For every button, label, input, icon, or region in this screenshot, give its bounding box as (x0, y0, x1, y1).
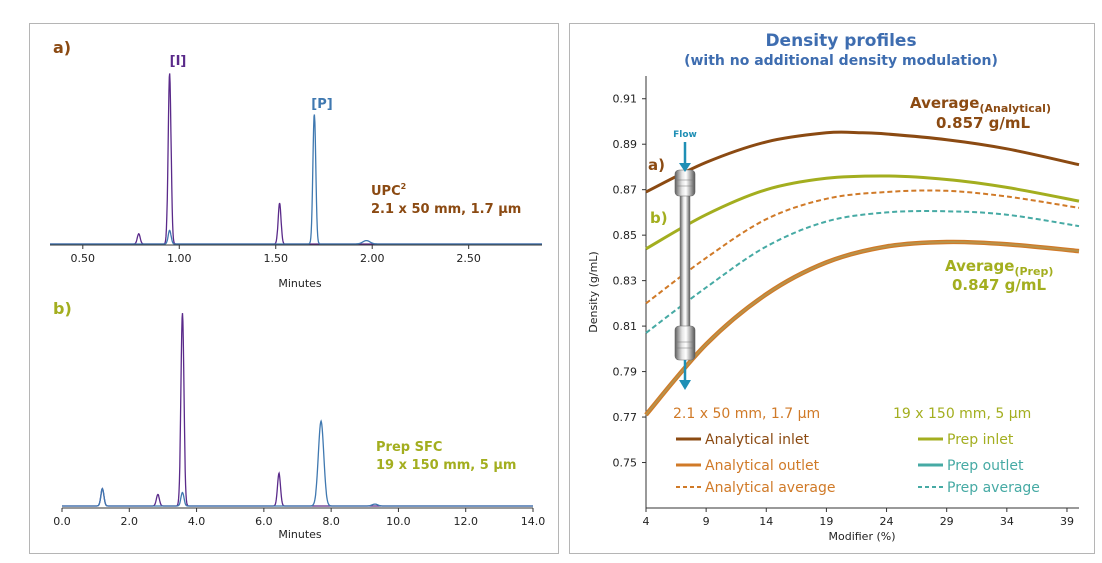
flow-label: Flow (673, 130, 697, 140)
density-figure: Density profiles (with no additional den… (587, 31, 1080, 543)
chromatogram-b-plot (62, 313, 533, 507)
density-legend: 2.1 x 50 mm, 1.7 µm 19 x 150 mm, 5 µm An… (673, 406, 1040, 496)
upc-label: UPC (371, 184, 401, 199)
chromatogram-trace-p (62, 419, 533, 507)
average-analytical-prefix: Average (910, 94, 979, 112)
x-tick-label: 24 (880, 515, 894, 528)
density-series-b-label: b) (650, 209, 668, 227)
legend-analytical-inlet: Analytical inlet (705, 432, 809, 448)
legend-analytical-average: Analytical average (705, 480, 836, 496)
y-tick-label: 0.91 (613, 93, 638, 106)
x-tick-label: 0.50 (71, 252, 96, 265)
x-tick-label: 1.00 (167, 252, 192, 265)
prep-column-label: 19 x 150 mm, 5 µm (376, 458, 516, 473)
y-tick-label: 0.79 (613, 366, 638, 379)
peak-p-label: [P] (311, 97, 332, 112)
density-xlabel: Modifier (%) (828, 530, 895, 543)
column-body (679, 194, 691, 329)
y-tick-label: 0.75 (613, 457, 638, 470)
analytical-column-label: 2.1 x 50 mm, 1.7 µm (371, 202, 521, 217)
density-chart-title: Density profiles (765, 31, 916, 51)
average-analytical-label: Average(Analytical) (910, 94, 1051, 115)
x-tick-label: 19 (819, 515, 833, 528)
chromatogram-figure: a) 0.50 1.00 1.50 2.00 2.50 Minutes [I] [P] … (50, 38, 545, 541)
legend-header-analytical: 2.1 x 50 mm, 1.7 µm (673, 406, 820, 422)
legend-prep-outlet: Prep outlet (947, 458, 1024, 474)
chromatogram-a-x-ticks: 0.50 1.00 1.50 2.00 2.50 (71, 245, 481, 265)
chromatogram-trace-i (62, 313, 533, 507)
x-tick-label: 29 (940, 515, 954, 528)
chromatogram-a-xlabel: Minutes (278, 277, 322, 290)
x-tick-label: 4.0 (188, 515, 206, 528)
chromatogram-panel: a) 0.50 1.00 1.50 2.00 2.50 Minutes [I] [P] … (29, 23, 559, 554)
density-line-prep-inlet (645, 174, 1080, 251)
x-tick-label: 14 (759, 515, 773, 528)
x-tick-label: 0.0 (53, 515, 71, 528)
x-tick-label: 34 (1000, 515, 1014, 528)
y-tick-label: 0.83 (613, 275, 638, 288)
average-prep-value: 0.847 g/mL (952, 276, 1047, 294)
y-tick-label: 0.89 (613, 138, 638, 151)
density-line-analytical-inlet (645, 130, 1080, 194)
flow-out-arrowhead (679, 380, 691, 390)
chromatogram-b-xlabel: Minutes (278, 528, 322, 541)
x-tick-label: 2.0 (121, 515, 138, 528)
density-series-lines (644, 130, 1080, 417)
density-series-a-label: a) (648, 156, 665, 174)
column-bottom-fitting (674, 325, 696, 361)
y-tick-label: 0.85 (613, 229, 638, 242)
panel-a-label: a) (53, 38, 71, 57)
x-tick-label: 14.0 (521, 515, 546, 528)
flow-in-arrowhead (679, 163, 691, 172)
y-tick-label: 0.87 (613, 184, 638, 197)
legend-analytical-outlet: Analytical outlet (705, 458, 820, 474)
average-prep-prefix: Average (945, 257, 1014, 275)
x-tick-label: 1.50 (263, 252, 288, 265)
y-tick-label: 0.81 (613, 320, 638, 333)
chromatogram-b-x-ticks: 0.0 2.0 4.0 6.0 8.0 10.0 12.0 14.0 (53, 508, 545, 528)
column-illustration: Flow (673, 130, 697, 390)
x-tick-label: 10.0 (386, 515, 411, 528)
legend-prep-average: Prep average (947, 480, 1040, 496)
density-ylabel: Density (g/mL) (587, 251, 600, 332)
x-tick-label: 2.00 (360, 252, 385, 265)
average-analytical-value: 0.857 g/mL (936, 114, 1031, 132)
legend-prep-inlet: Prep inlet (947, 432, 1014, 448)
chromatogram-trace-p (50, 114, 542, 245)
density-line-prep-average (645, 210, 1080, 334)
x-tick-label: 39 (1060, 515, 1074, 528)
average-prep-subscript: (Prep) (1014, 265, 1053, 278)
x-tick-label: 8.0 (322, 515, 340, 528)
chromatogram-trace-i (50, 73, 542, 245)
x-tick-label: 9 (703, 515, 710, 528)
upc2-system-label: UPC2 (371, 182, 406, 199)
average-analytical-subscript: (Analytical) (979, 102, 1051, 115)
density-panel: Density profiles (with no additional den… (569, 23, 1095, 554)
upc-superscript: 2 (401, 182, 407, 191)
density-line-prep-outlet (645, 240, 1080, 416)
average-prep-label: Average(Prep) (945, 257, 1053, 278)
prep-sfc-label: Prep SFC (376, 440, 442, 455)
column-top-fitting (674, 169, 696, 197)
density-x-ticks: 4 9 14 19 24 29 34 39 (643, 508, 1074, 528)
x-tick-label: 6.0 (255, 515, 273, 528)
y-tick-label: 0.77 (613, 411, 638, 424)
x-tick-label: 4 (643, 515, 650, 528)
peak-i-label: [I] (170, 54, 187, 69)
density-y-ticks: 0.75 0.77 0.79 0.81 0.83 0.85 0.87 0.89 0.91 (613, 93, 646, 470)
legend-header-prep: 19 x 150 mm, 5 µm (893, 406, 1031, 422)
panel-b-label: b) (53, 299, 72, 318)
density-chart-subtitle: (with no additional density modulation) (684, 53, 998, 69)
density-line-analytical-average (645, 189, 1080, 305)
x-tick-label: 12.0 (453, 515, 478, 528)
x-tick-label: 2.50 (456, 252, 481, 265)
chromatogram-a-plot (50, 73, 542, 245)
